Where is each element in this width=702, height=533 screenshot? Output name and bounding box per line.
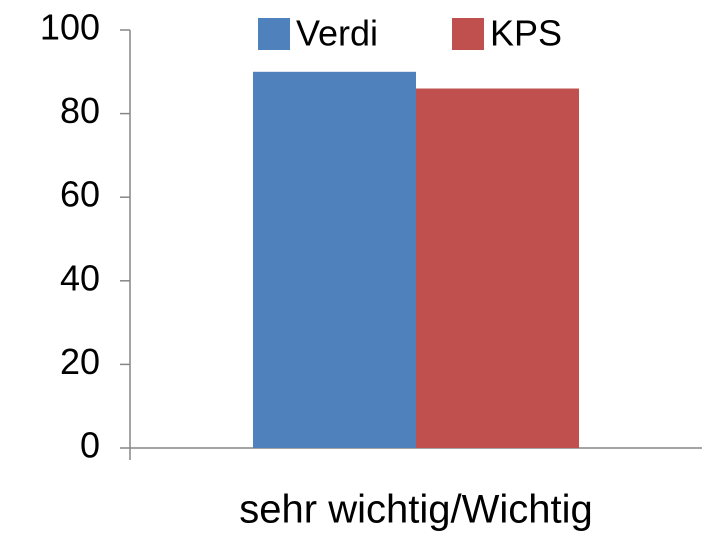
y-tick-label: 20 — [60, 341, 100, 382]
y-tick-label: 0 — [80, 425, 100, 466]
y-tick-label: 100 — [40, 7, 100, 48]
y-tick-label: 60 — [60, 174, 100, 215]
bar — [252, 71, 416, 449]
y-tick-label: 40 — [60, 257, 100, 298]
legend-swatch — [452, 18, 484, 50]
legend-label: Verdi — [296, 13, 378, 54]
bar — [416, 88, 580, 449]
y-tick-label: 80 — [60, 90, 100, 131]
x-tick-label: sehr wichtig/Wichtig — [239, 488, 592, 532]
legend-swatch — [258, 18, 290, 50]
legend-label: KPS — [490, 13, 562, 54]
